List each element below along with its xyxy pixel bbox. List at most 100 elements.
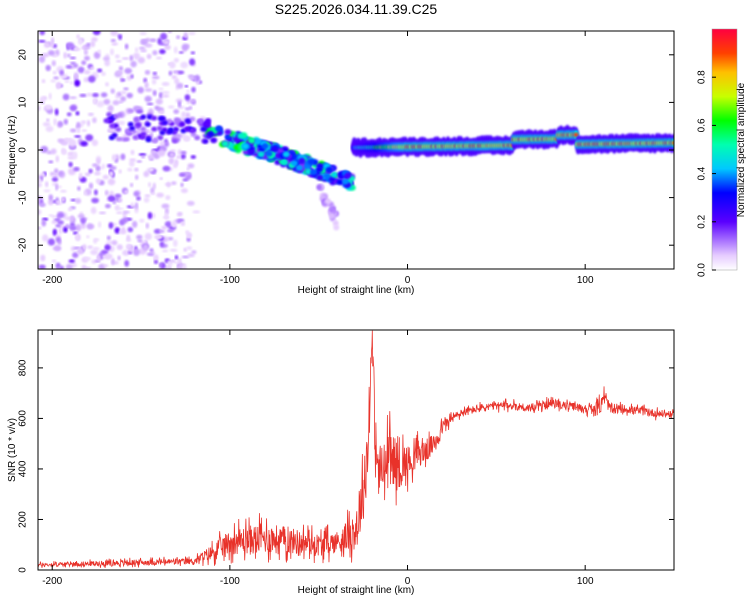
noise-cell — [146, 252, 154, 256]
colorbar-label: Normalized spectral amplitude — [736, 82, 747, 217]
noise-cell — [173, 58, 179, 63]
noise-cell — [124, 43, 129, 50]
noise-cell — [57, 220, 64, 225]
noise-cell — [174, 77, 180, 85]
noise-cell — [87, 119, 90, 127]
noise-cell — [191, 86, 196, 93]
ridge-cell-early-ridge — [140, 114, 147, 120]
noise-cell — [56, 237, 61, 243]
noise-cell — [116, 207, 124, 210]
ridge-cell-early-ridge — [109, 123, 116, 129]
noise-cell — [38, 264, 46, 269]
ridge-cell-early-ridge — [135, 122, 142, 128]
noise-cell — [153, 254, 159, 262]
noise-cell — [136, 234, 143, 240]
noise-cell — [127, 108, 135, 114]
noise-cell — [120, 96, 127, 102]
noise-cell — [144, 232, 152, 241]
noise-cell — [41, 219, 47, 227]
noise-cell — [140, 49, 147, 53]
noise-cell — [38, 182, 43, 188]
noise-cell — [56, 265, 61, 269]
noise-cell — [83, 256, 92, 261]
noise-cell — [83, 70, 91, 75]
noise-cell — [190, 51, 196, 55]
noise-cell — [184, 85, 188, 88]
noise-cell — [88, 75, 96, 83]
ridge-cell-falling-ridge-lower — [271, 146, 279, 153]
noise-cell — [48, 92, 52, 100]
noise-cell — [54, 108, 59, 116]
noise-cell — [152, 75, 160, 80]
noise-cell — [186, 167, 190, 171]
ridge-cell-falling-ridge-upper — [215, 125, 223, 132]
ridge-cell-early-ridge — [159, 130, 166, 136]
noise-cell — [187, 163, 195, 169]
snr-panel: -200 -100 0 100 0 200 400 600 800 Height of str… — [7, 329, 675, 596]
noise-cell — [75, 111, 80, 116]
ridge-cell-falling-ridge-lower — [336, 179, 344, 186]
noise-cell — [132, 220, 138, 228]
noise-cell — [58, 228, 63, 235]
noise-cell — [50, 79, 56, 83]
ridge-cell-tail — [316, 184, 323, 191]
colorbar-tick-label: 0.4 — [697, 166, 708, 180]
noise-cell — [168, 157, 175, 165]
y-tick-label: 400 — [18, 460, 29, 477]
noise-cell — [180, 150, 187, 155]
noise-cell — [190, 155, 196, 159]
noise-cell — [190, 98, 196, 103]
noise-cell — [38, 178, 42, 184]
noise-cell — [142, 244, 149, 252]
noise-cell — [101, 163, 106, 170]
ridge-cell-early-ridge — [157, 116, 164, 121]
noise-cell — [154, 235, 161, 239]
noise-cell — [87, 245, 93, 249]
noise-cell — [130, 149, 135, 155]
noise-cell — [52, 70, 57, 75]
noise-cell — [139, 218, 145, 223]
noise-cell — [185, 230, 189, 235]
noise-cell — [53, 118, 57, 126]
noise-cell — [178, 172, 186, 177]
y-tick-label: 200 — [18, 511, 29, 528]
noise-cell — [184, 94, 191, 101]
ridge-cell-falling-ridge-lower — [282, 151, 290, 158]
noise-cell — [74, 135, 81, 138]
noise-cell — [92, 247, 100, 251]
noise-cell — [107, 178, 116, 186]
noise-cell — [112, 100, 120, 106]
noise-cell — [74, 79, 81, 87]
noise-cell — [156, 56, 162, 60]
noise-cell — [81, 46, 85, 50]
noise-cell — [158, 87, 164, 91]
spectrogram-y-ticks: -20 -10 0 10 20 — [18, 49, 674, 252]
noise-cell — [58, 170, 64, 177]
noise-cell — [188, 31, 196, 36]
noise-cell — [180, 61, 189, 69]
noise-cell — [127, 250, 133, 255]
ridge-cell-tail — [328, 207, 335, 213]
ridge-cell-early-ridge — [202, 138, 209, 144]
noise-cell — [144, 194, 151, 198]
noise-cell — [91, 139, 99, 147]
noise-cell — [47, 238, 56, 246]
noise-cell — [154, 260, 158, 264]
noise-cell — [64, 137, 68, 142]
noise-cell — [111, 240, 118, 246]
snr-x-label: Height of straight line (km) — [298, 585, 415, 596]
noise-cell — [123, 210, 130, 214]
ridge-cell-falling-ridge-lower — [344, 172, 352, 179]
noise-cell — [38, 226, 42, 230]
ridge-cell-early-ridge — [179, 121, 186, 127]
noise-cell — [169, 248, 178, 252]
noise-cell — [126, 234, 131, 241]
noise-cell — [85, 134, 94, 142]
noise-cell — [177, 218, 185, 223]
noise-cell — [121, 57, 130, 60]
ridge-cell-falling-ridge-lower — [254, 138, 262, 145]
ridge-cell-early-ridge — [113, 113, 120, 119]
noise-cell — [51, 259, 57, 263]
noise-cell — [81, 264, 87, 269]
